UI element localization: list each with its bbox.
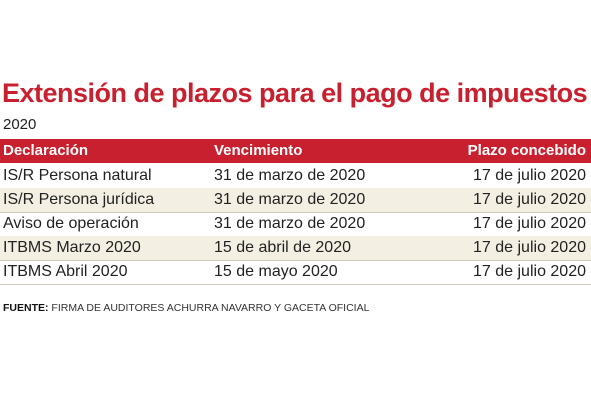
cell: 17 de julio 2020 [473, 191, 586, 208]
cell: 17 de julio 2020 [473, 239, 586, 256]
cell: ITBMS Marzo 2020 [3, 239, 141, 256]
cell: 31 de marzo de 2020 [214, 167, 366, 184]
cell: IS/R Persona jurídica [3, 191, 155, 208]
cell: 15 de mayo 2020 [214, 263, 338, 280]
cell: 17 de julio 2020 [473, 167, 586, 184]
header-row: Declaración Vencimiento Plazo concebido [0, 139, 591, 163]
cell: Vencimiento [214, 142, 303, 159]
table-row: ITBMS Abril 2020 15 de mayo 2020 17 de jul… [0, 260, 591, 285]
table-row: IS/R Persona jurídica 31 de marzo de 2020… [0, 188, 591, 213]
cell: IS/R Persona natural [3, 167, 152, 184]
cell: 31 de marzo de 2020 [214, 215, 366, 232]
cell: 15 de abril de 2020 [214, 239, 351, 256]
footer-text: FIRMA DE AUDITORES ACHURRA NAVARRO Y GAC… [51, 302, 370, 314]
cell: ITBMS Abril 2020 [3, 263, 128, 280]
cell: 17 de julio 2020 [473, 215, 586, 232]
cell: Plazo concebido [467, 142, 586, 159]
table-row: ITBMS Marzo 2020 15 de abril de 2020 17 de… [0, 236, 591, 261]
footer: FUENTE: FIRMA DE AUDITORES ACHURRA NAVAR… [3, 302, 369, 314]
cell: 17 de julio 2020 [473, 263, 586, 280]
cell: 31 de marzo de 2020 [214, 191, 366, 208]
subtitle: 2020 [3, 116, 37, 133]
cell: Aviso de operación [3, 215, 139, 232]
table-row: Aviso de operación 31 de marzo de 2020 17 … [0, 212, 591, 237]
title: Extensión de plazos para el pago de impu… [2, 78, 588, 108]
footer-label: FUENTE: [3, 302, 49, 314]
cell: Declaración [3, 142, 89, 159]
table-row: IS/R Persona natural 31 de marzo de 2020 1… [0, 164, 591, 189]
